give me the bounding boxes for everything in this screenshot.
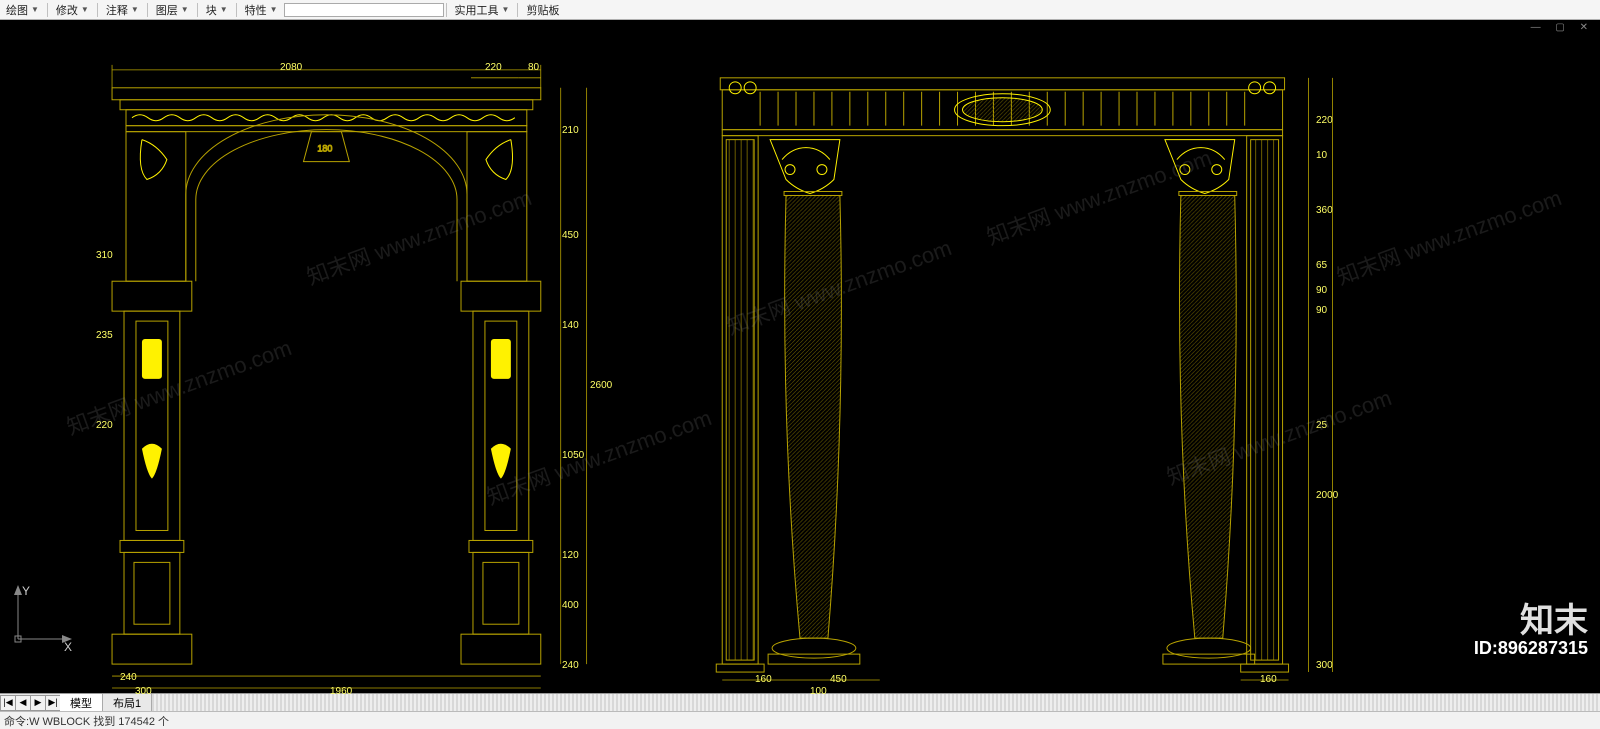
- layout-tabs: |◀ ◀ ▶ ▶| 模型 布局1: [0, 693, 1600, 711]
- menu-draw[interactable]: 绘图▼: [0, 2, 45, 18]
- menu-label: 图层: [156, 2, 178, 18]
- menu-label: 注释: [106, 2, 128, 18]
- dimension-value: 220: [1316, 115, 1333, 126]
- chevron-down-icon: ▼: [270, 5, 278, 14]
- menu-label: 实用工具: [455, 2, 499, 18]
- tab-nav-first[interactable]: |◀: [0, 695, 16, 711]
- dimension-value: 1960: [330, 686, 352, 697]
- dimension-value: 160: [755, 674, 772, 685]
- drawing-canvas[interactable]: — ▢ ✕: [0, 20, 1600, 693]
- dimension-value: 400: [562, 600, 579, 611]
- tab-nav-last[interactable]: ▶|: [45, 695, 61, 711]
- menu-label: 修改: [56, 2, 78, 18]
- menu-block[interactable]: 块▼: [200, 2, 234, 18]
- dimension-value: 140: [562, 320, 579, 331]
- dimension-value: 90: [1316, 305, 1327, 316]
- menu-clipboard[interactable]: 剪贴板: [520, 2, 565, 18]
- dimension-value: 2080: [280, 62, 302, 73]
- menu-annotate[interactable]: 注释▼: [100, 2, 145, 18]
- menu-properties[interactable]: 特性▼: [239, 2, 284, 18]
- menu-separator: [147, 3, 148, 17]
- svg-text:X: X: [64, 640, 72, 653]
- svg-text:Y: Y: [22, 584, 30, 598]
- tab-nav-next[interactable]: ▶: [30, 695, 46, 711]
- dimension-value: 240: [562, 660, 579, 671]
- tab-nav-prev[interactable]: ◀: [15, 695, 31, 711]
- menu-label: 特性: [245, 2, 267, 18]
- command-text: W WBLOCK 找到 174542 个: [29, 713, 169, 729]
- chevron-down-icon: ▼: [220, 5, 228, 14]
- svg-text:180: 180: [317, 144, 332, 154]
- dimension-value: 10: [1316, 150, 1327, 161]
- menu-label: 块: [206, 2, 217, 18]
- menu-separator: [446, 3, 447, 17]
- menu-separator: [517, 3, 518, 17]
- dimension-value: 100: [810, 686, 827, 697]
- dimension-value: 240: [120, 672, 137, 683]
- dimension-value: 450: [562, 230, 579, 241]
- dimension-value: 65: [1316, 260, 1327, 271]
- menu-separator: [197, 3, 198, 17]
- app-root: 绘图▼ 修改▼ 注释▼ 图层▼ 块▼ 特性▼ 实用工具▼ 剪贴板 — ▢ ✕: [0, 0, 1600, 729]
- dimension-value: 450: [830, 674, 847, 685]
- menu-label: 剪贴板: [526, 2, 559, 18]
- ucs-axis-icon: Y X: [10, 583, 80, 653]
- chevron-down-icon: ▼: [181, 5, 189, 14]
- dimension-value: 25: [1316, 420, 1327, 431]
- dimension-value: 2600: [590, 380, 612, 391]
- dimension-value: 310: [96, 250, 113, 261]
- chevron-down-icon: ▼: [81, 5, 89, 14]
- dimension-value: 220: [96, 420, 113, 431]
- menu-separator: [97, 3, 98, 17]
- dimension-value: 160: [1260, 674, 1277, 685]
- dimension-value: 300: [135, 686, 152, 697]
- dimension-value: 80: [528, 62, 539, 73]
- tab-filler: [152, 694, 1600, 711]
- menu-modify[interactable]: 修改▼: [50, 2, 95, 18]
- menu-label: 绘图: [6, 2, 28, 18]
- dimension-value: 235: [96, 330, 113, 341]
- property-input[interactable]: [284, 3, 444, 17]
- dimension-value: 360: [1316, 205, 1333, 216]
- tab-nav: |◀ ◀ ▶ ▶|: [0, 695, 60, 711]
- command-line[interactable]: 命令: W WBLOCK 找到 174542 个: [0, 711, 1600, 729]
- dimension-value: 120: [562, 550, 579, 561]
- chevron-down-icon: ▼: [502, 5, 510, 14]
- dimension-value: 2000: [1316, 490, 1338, 501]
- menu-layers[interactable]: 图层▼: [150, 2, 195, 18]
- tab-model[interactable]: 模型: [60, 694, 103, 711]
- chevron-down-icon: ▼: [131, 5, 139, 14]
- chevron-down-icon: ▼: [31, 5, 39, 14]
- menu-separator: [236, 3, 237, 17]
- dimension-value: 220: [485, 62, 502, 73]
- command-prefix: 命令:: [4, 713, 29, 729]
- menu-separator: [47, 3, 48, 17]
- watermark-id: ID:896287315: [1474, 638, 1588, 659]
- menu-bar: 绘图▼ 修改▼ 注释▼ 图层▼ 块▼ 特性▼ 实用工具▼ 剪贴板: [0, 0, 1600, 20]
- cad-svg: 180: [0, 20, 1600, 693]
- dimension-value: 210: [562, 125, 579, 136]
- dimension-value: 1050: [562, 450, 584, 461]
- dimension-value: 90: [1316, 285, 1327, 296]
- watermark-brand: 知末: [1474, 604, 1588, 638]
- menu-utilities[interactable]: 实用工具▼: [449, 2, 516, 18]
- source-watermark-logo: 知末 ID:896287315: [1474, 604, 1588, 659]
- dimension-value: 300: [1316, 660, 1333, 671]
